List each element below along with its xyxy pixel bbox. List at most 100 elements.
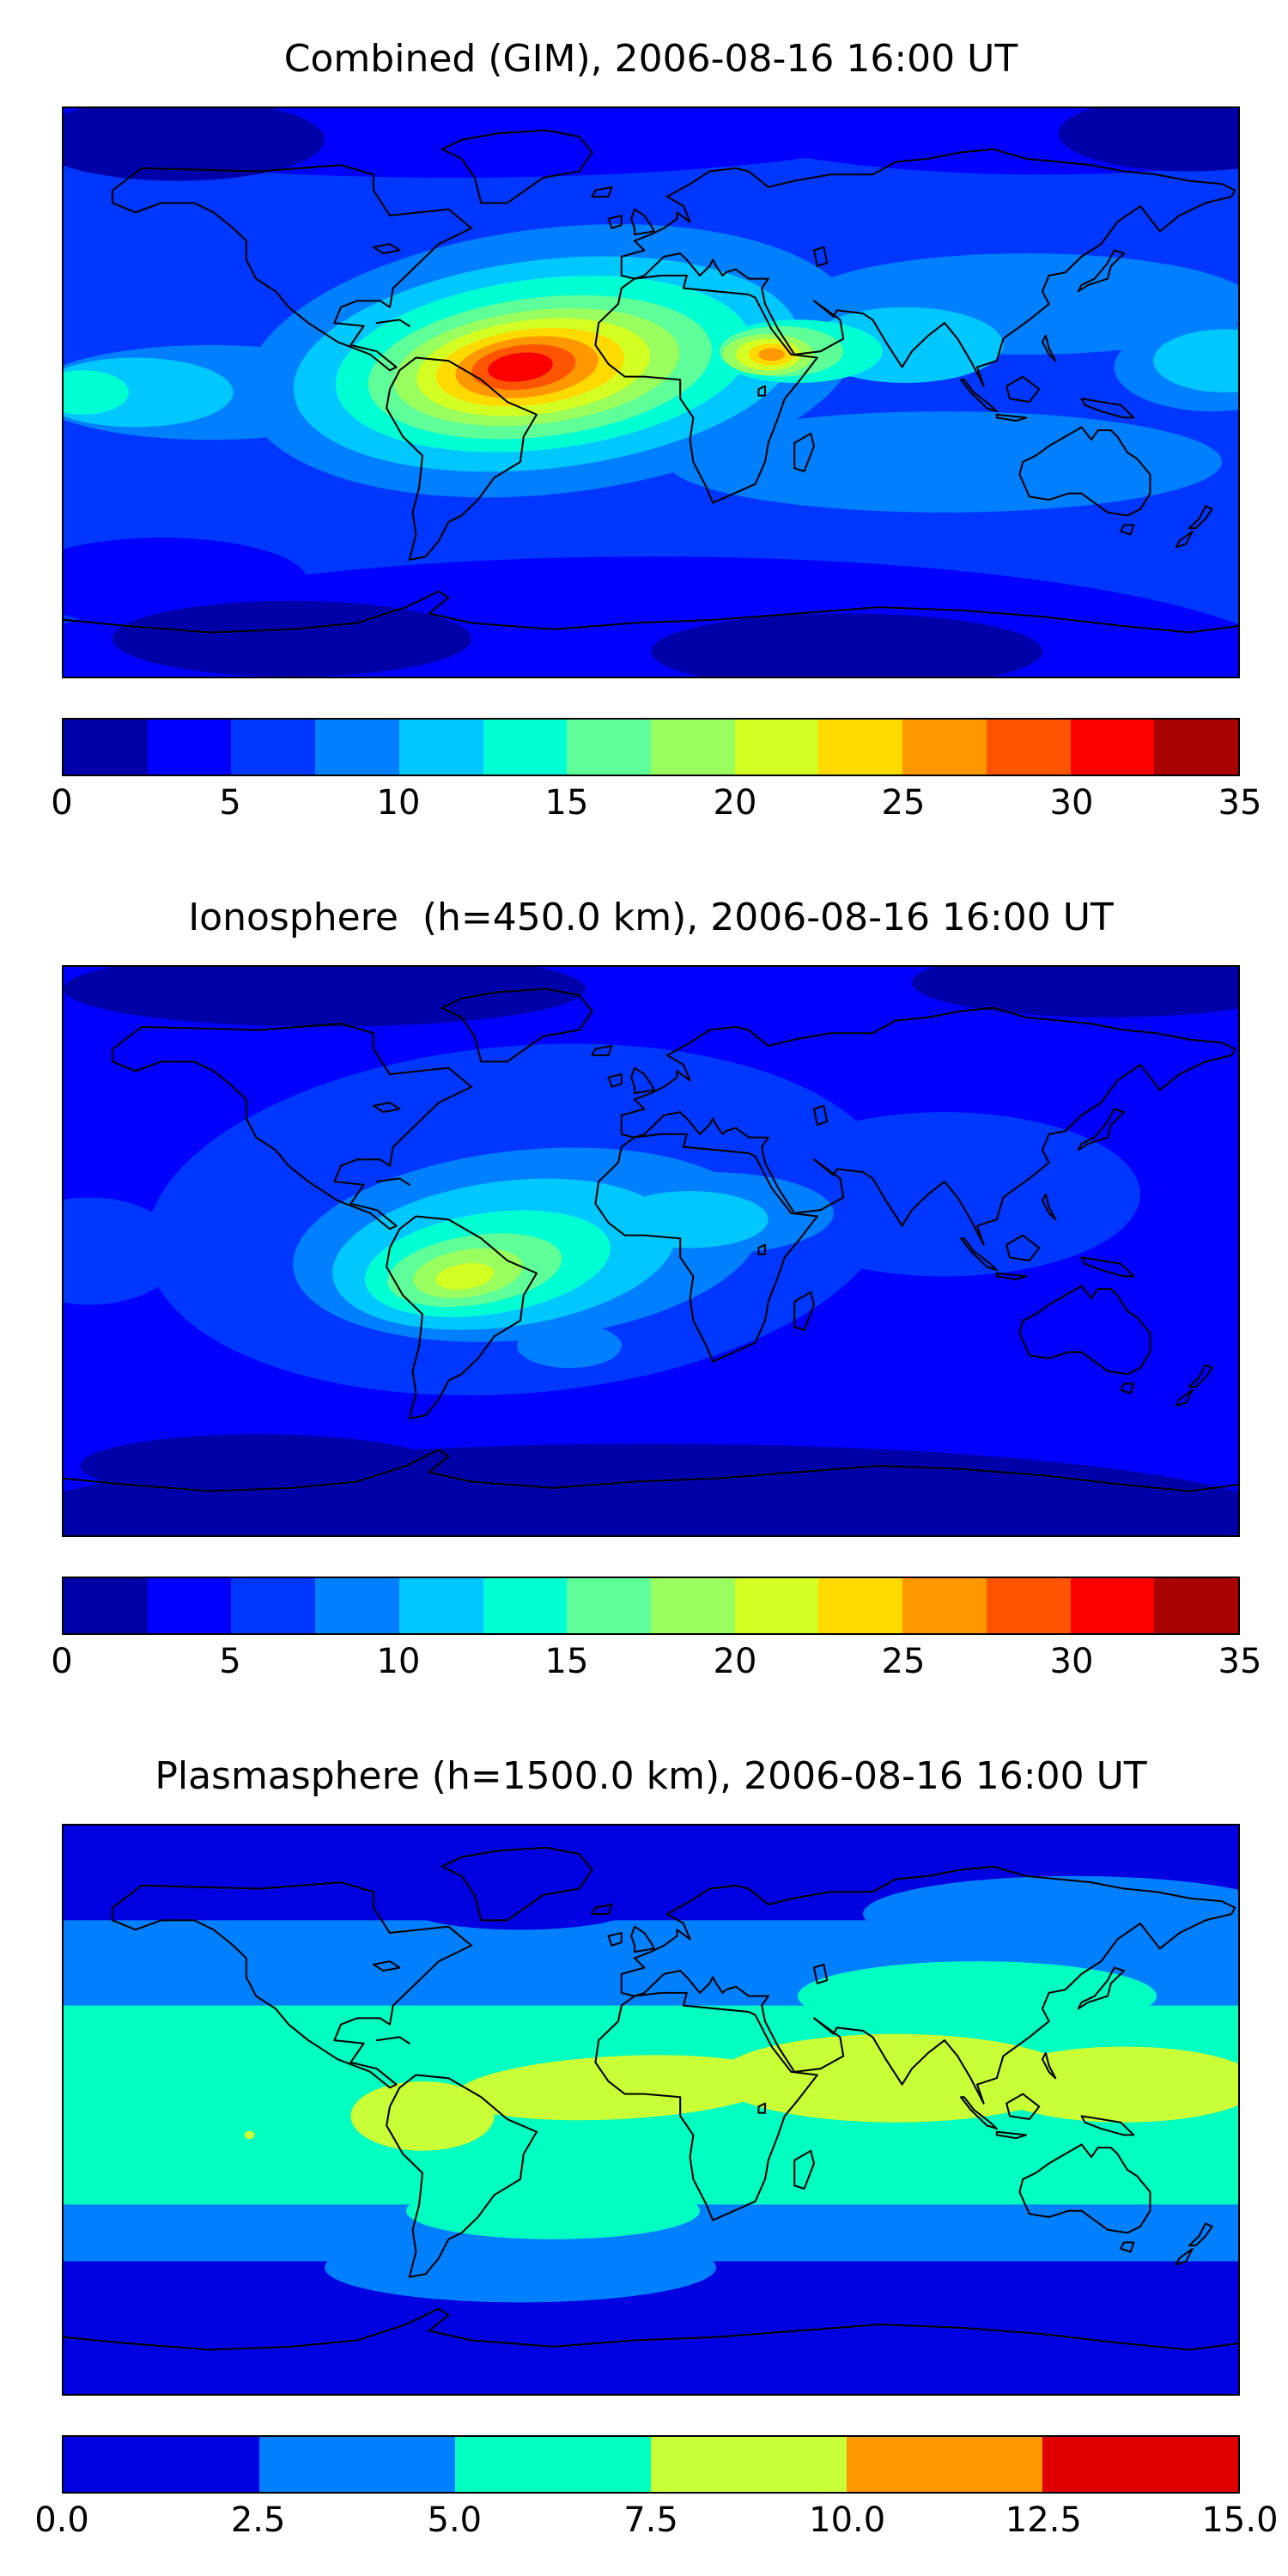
- coastline: [1077, 1108, 1126, 1151]
- panel-inner: Plasmasphere (h=1500.0 km), 2006-08-16 1…: [34, 1752, 1278, 2545]
- contour-level-region: [758, 348, 785, 361]
- colorbar-segment: [455, 2437, 651, 2492]
- coastline: [440, 987, 593, 1063]
- coastline: [630, 1925, 655, 1953]
- coastline: [607, 1073, 623, 1088]
- map-frame-plasmasphere: [62, 1824, 1240, 2396]
- coastline: [591, 185, 613, 197]
- contour-level-region: [64, 967, 586, 1027]
- coastline: [812, 1963, 829, 1984]
- coastline: [1175, 2247, 1194, 2266]
- colorbar-ticks-plasmasphere: 0.0 2.5 5.0 7.5 10.0 12.5 15.0: [34, 2500, 1278, 2545]
- coastline: [591, 1044, 613, 1056]
- coastline: [757, 385, 767, 397]
- coastline: [1018, 426, 1151, 517]
- coastline: [1077, 1966, 1126, 2010]
- colorbar-tick-label: 20: [713, 783, 757, 823]
- coastline: [620, 1865, 1236, 2105]
- colorbar-plasmasphere: [62, 2435, 1240, 2494]
- contour-level-region: [435, 1262, 495, 1290]
- coastline: [995, 413, 1028, 422]
- colorbar-segment: [64, 1578, 148, 1633]
- map-frame-combined: [62, 106, 1240, 678]
- colorbar-tick-label: 20: [713, 1642, 757, 1681]
- colorbar-segment: [1042, 2437, 1238, 2492]
- contour-level-region: [112, 600, 471, 677]
- colorbar-segment: [847, 2437, 1042, 2492]
- coastline: [594, 274, 818, 504]
- contour-level-region: [64, 1197, 181, 1305]
- coastline: [1080, 1256, 1135, 1278]
- colorbar-tick-label: 12.5: [1005, 2500, 1082, 2540]
- colorbar-tick-label: 10: [376, 783, 421, 823]
- coastline: [1005, 2093, 1041, 2121]
- panel-ionosphere: Ionosphere (h=450.0 km), 2006-08-16 16:0…: [0, 859, 1288, 1717]
- coastline: [793, 2149, 816, 2190]
- colorbar-tick-label: 10.0: [809, 2500, 886, 2540]
- coastline: [793, 1291, 816, 1331]
- coastline: [386, 2074, 538, 2278]
- coastline: [1175, 1388, 1194, 1407]
- colorbar-tick-label: 0.0: [34, 2500, 89, 2540]
- contour-level-region: [912, 967, 1238, 1018]
- panel-plasmasphere: Plasmasphere (h=1500.0 km), 2006-08-16 1…: [0, 1717, 1288, 2576]
- world-map-ionosphere: [64, 967, 1238, 1535]
- colorbar-segment: [651, 720, 735, 775]
- colorbar-tick-label: 30: [1049, 783, 1094, 823]
- contour-level-region: [64, 108, 325, 181]
- world-map-combined: [64, 108, 1238, 677]
- colorbar-segment: [651, 2437, 847, 2492]
- colorbar-tick-label: 35: [1218, 783, 1262, 823]
- coastline: [111, 1881, 473, 2089]
- coastline: [1120, 2241, 1135, 2253]
- coastline: [757, 1243, 767, 1255]
- coastline: [620, 1006, 1236, 1246]
- coastline: [995, 1272, 1028, 1281]
- colorbar-tick-label: 5.0: [427, 2500, 483, 2540]
- coastline: [630, 208, 655, 236]
- coastline: [607, 215, 623, 229]
- coastline: [594, 1991, 818, 2221]
- coastline: [607, 1932, 623, 1947]
- coastline: [372, 1960, 401, 1972]
- coastline: [440, 1846, 593, 1922]
- coastline: [372, 243, 401, 255]
- contour-level-region: [406, 1885, 635, 1930]
- coastline: [1120, 524, 1135, 536]
- contour-level-region: [517, 1323, 622, 1369]
- coastline: [375, 1177, 410, 1186]
- colorbar-tick-label: 35: [1218, 1642, 1262, 1681]
- colorbar-segment: [1154, 1578, 1239, 1633]
- coastline: [1041, 334, 1057, 362]
- colorbar-segment: [902, 720, 987, 775]
- map-frame-ionosphere: [62, 965, 1240, 1537]
- coastline: [1120, 1382, 1135, 1394]
- contour-level-region: [798, 1961, 1157, 2032]
- colorbar-segment: [734, 1578, 819, 1633]
- contour-level-region: [1059, 108, 1238, 172]
- coastline: [1005, 375, 1041, 404]
- colorbar-segment: [147, 720, 232, 775]
- contour-level-region: [716, 2033, 1075, 2123]
- coastline: [1005, 1234, 1041, 1262]
- colorbar-tick-label: 5: [219, 1642, 241, 1681]
- panel-inner: Combined (GIM), 2006-08-16 16:00 UT 0 5 10…: [51, 34, 1261, 828]
- colorbar-segment: [147, 1578, 232, 1633]
- coastline: [594, 1133, 818, 1363]
- coastline: [64, 2307, 1238, 2351]
- coastline: [1077, 249, 1126, 293]
- coastline: [793, 432, 816, 472]
- contour-level-region: [1153, 329, 1238, 392]
- panel-title-ionosphere: Ionosphere (h=450.0 km), 2006-08-16 16:0…: [188, 896, 1114, 939]
- colorbar-segment: [259, 2437, 455, 2492]
- coastline: [591, 1903, 613, 1915]
- colorbar-tick-label: 2.5: [230, 2500, 286, 2540]
- colorbar-segment: [567, 1578, 652, 1633]
- colorbar-tick-label: 15: [544, 783, 589, 823]
- contour-level-region: [863, 1875, 1238, 1953]
- colorbar-tick-label: 15: [544, 1642, 589, 1681]
- contour-level-region: [244, 2130, 255, 2140]
- coastline: [1018, 1285, 1151, 1376]
- colorbar-segment: [818, 720, 903, 775]
- coastline: [995, 2130, 1028, 2140]
